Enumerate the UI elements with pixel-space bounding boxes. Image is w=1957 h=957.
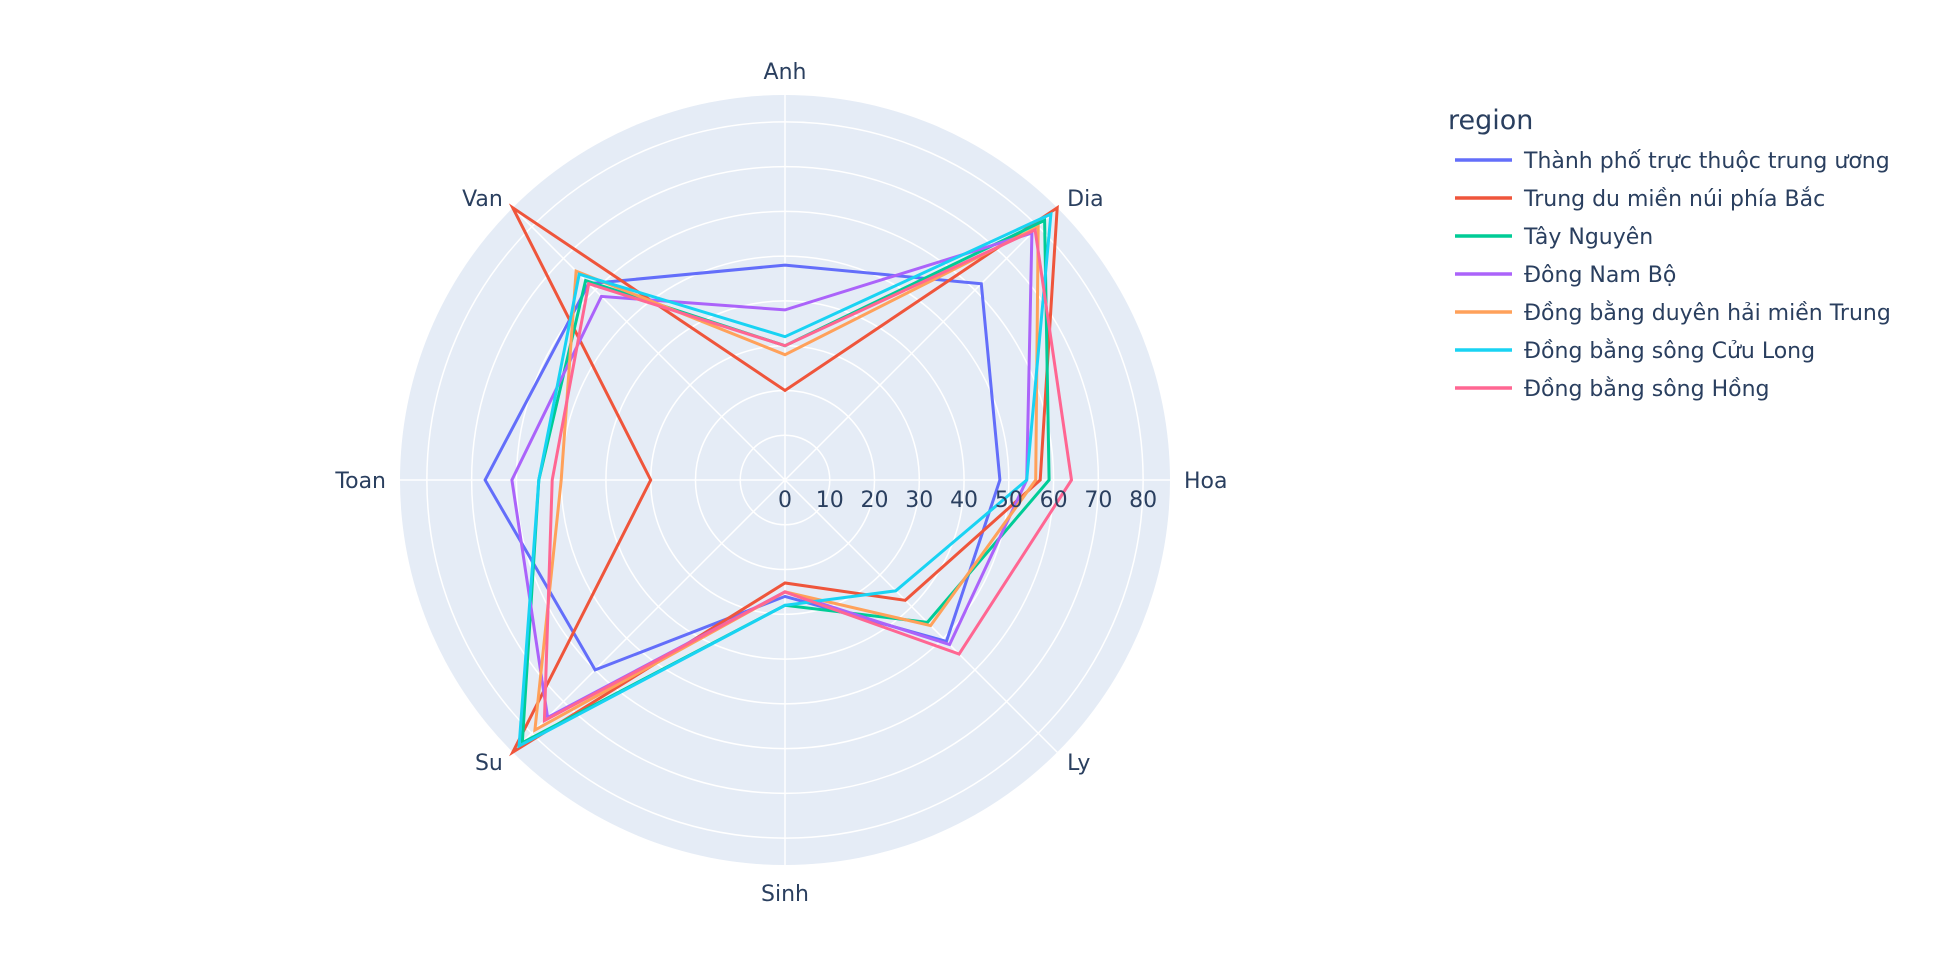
axis-label-toan: Toan: [334, 469, 386, 494]
angular-gridline-dia: [784, 207, 1058, 481]
series-line-4: [510, 231, 1034, 720]
series-line-6: [517, 211, 1053, 749]
axis-label-ly: Ly: [1067, 751, 1090, 776]
legend-item[interactable]: Đông Nam Bộ: [1455, 263, 1676, 288]
legend[interactable]: region Thành phố trực thuộc trung ương Tru…: [1448, 105, 1891, 402]
legend-item[interactable]: Tây Nguyên: [1455, 225, 1653, 250]
angular-gridline-ly: [784, 479, 1058, 753]
series-line-7: [542, 227, 1074, 724]
legend-item[interactable]: Đồng bằng sông Hồng: [1455, 377, 1770, 402]
legend-label: Đông Nam Bộ: [1524, 263, 1676, 288]
axis-label-su: Su: [475, 751, 503, 776]
axis-label-van: Van: [462, 187, 503, 212]
radial-tick-label: 70: [1084, 488, 1112, 513]
radial-tick-label: 30: [905, 488, 933, 513]
radial-tick-label: 60: [1040, 488, 1068, 513]
legend-title: region: [1448, 105, 1533, 136]
angular-gridline-su: [512, 479, 786, 753]
axis-labels: 0 10 20 30 40 50 60 70 80 Hoa Dia Anh Van Toan Su Sinh L…: [334, 60, 1227, 907]
radial-tick-label: 20: [861, 488, 889, 513]
legend-label: Thành phố trực thuộc trung ương: [1523, 149, 1890, 174]
legend-label: Đồng bằng sông Hồng: [1524, 377, 1770, 402]
legend-label: Trung du miền núi phía Bắc: [1523, 187, 1825, 212]
radial-tick-label: 50: [995, 488, 1023, 513]
series-line-5: [533, 224, 1040, 733]
legend-label: Tây Nguyên: [1523, 225, 1653, 250]
legend-label: Đồng bằng sông Cửu Long: [1524, 339, 1815, 364]
axis-label-hoa: Hoa: [1184, 469, 1227, 494]
axis-label-anh: Anh: [764, 60, 807, 85]
legend-item[interactable]: Đồng bằng sông Cửu Long: [1455, 339, 1815, 364]
axis-label-dia: Dia: [1067, 187, 1104, 212]
series-lines: [483, 203, 1074, 757]
legend-item[interactable]: Trung du miền núi phía Bắc: [1455, 187, 1825, 212]
angular-gridline-van: [512, 207, 786, 481]
radial-tick-label: 40: [950, 488, 978, 513]
radial-tick-label: 80: [1129, 488, 1157, 513]
radial-tick-label: 0: [778, 488, 792, 513]
axis-label-sinh: Sinh: [761, 882, 809, 907]
legend-item[interactable]: Thành phố trực thuộc trung ương: [1455, 149, 1890, 174]
radial-tick-label: 10: [816, 488, 844, 513]
legend-item[interactable]: Đồng bằng duyên hải miền Trung: [1455, 301, 1891, 326]
legend-label: Đồng bằng duyên hải miền Trung: [1524, 301, 1891, 326]
